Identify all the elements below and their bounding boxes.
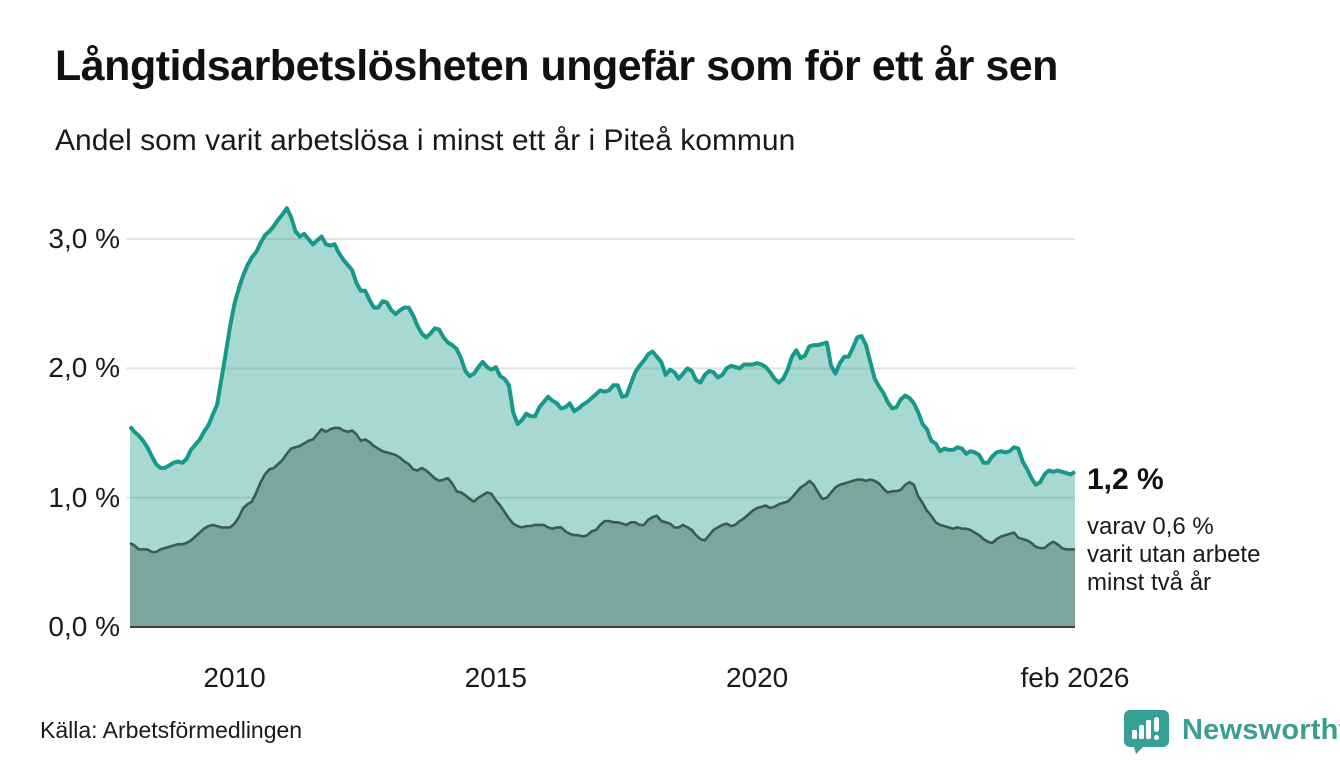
logo-bar-1 [1132,730,1137,739]
logo-bar-2 [1139,725,1144,739]
end-value-annotation: 1,2 % [1087,463,1164,496]
branding-footer: Newsworthy [1122,706,1340,754]
x-tick-label: 2015 [464,662,527,693]
y-tick-label: 0,0 % [48,611,120,642]
branding-name: Newsworthy [1182,713,1340,746]
x-tick-label: feb 2026 [1020,662,1130,693]
x-tick-label: 2020 [725,662,789,693]
page-subtitle: Andel som varit arbetslösa i minst ett å… [55,124,796,157]
x-tick-label: 2010 [203,662,266,693]
logo-exclamation-icon [1154,717,1159,732]
logo-bar-3 [1146,720,1151,739]
newsworthy-logo-icon [1124,710,1169,754]
end-description-annotation: varav 0,6 % varit utan arbete minst två … [1087,513,1261,596]
series-total-line [128,206,1077,487]
y-tick-label: 1,0 % [48,481,120,513]
source-attribution: Källa: Arbetsförmedlingen [40,717,303,743]
series-twoyear-line [129,426,1075,554]
y-tick-label: 3,0 % [48,223,120,255]
y-tick-label: 2,0 % [48,352,120,384]
page-title: Långtidsarbetslösheten ungefär som för e… [55,42,1058,90]
series-twoyear-area [130,427,1075,627]
